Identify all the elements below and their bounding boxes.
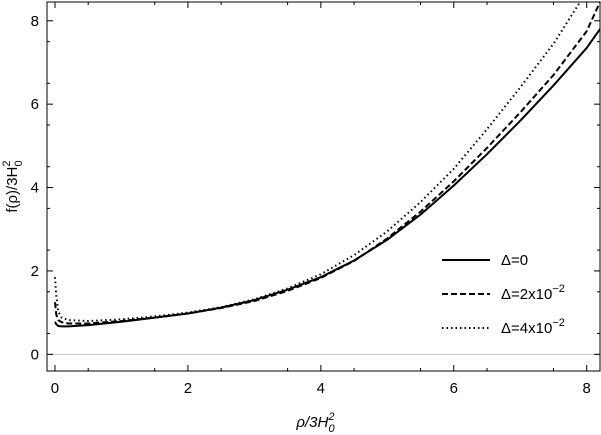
y-tick-label: 2 bbox=[31, 263, 39, 280]
y-axis-title-sup: 2 bbox=[1, 160, 13, 166]
series-line-2 bbox=[54, 1, 601, 325]
y-tick-label: 6 bbox=[31, 96, 39, 113]
x-axis-title-main: ρ/3H bbox=[295, 414, 328, 431]
tick-labels-layer: 0 2 4 6 8 0 2 4 6 8 bbox=[31, 13, 591, 397]
y-axis-title-sub: 0 bbox=[13, 160, 25, 166]
x-axis-title-sup: 2 bbox=[327, 411, 334, 423]
x-tick-label: 2 bbox=[184, 380, 192, 397]
legend-label-2: Δ=2x10−2 bbox=[501, 283, 565, 303]
legend: Δ=0 Δ=2x10−2 Δ=4x10−2 bbox=[442, 252, 565, 337]
series-line-1 bbox=[54, 28, 601, 328]
x-tick-label: 4 bbox=[317, 380, 325, 397]
y-tick-label: 8 bbox=[31, 13, 39, 30]
x-axis-title: ρ/3H2 0 bbox=[295, 411, 335, 435]
x-tick-label: 6 bbox=[450, 380, 458, 397]
y-axis-title: f(ρ)/3H20 bbox=[1, 160, 25, 212]
plot-frame bbox=[46, 1, 601, 372]
ticks-layer bbox=[47, 2, 600, 371]
series-layer bbox=[54, 1, 601, 328]
y-tick-label: 0 bbox=[31, 346, 39, 363]
y-axis-title-main: f(ρ)/3H bbox=[4, 167, 21, 213]
legend-label-3: Δ=4x10−2 bbox=[501, 317, 565, 337]
legend-label-1: Δ=0 bbox=[501, 252, 528, 269]
y-tick-label: 4 bbox=[31, 180, 39, 197]
x-axis-title-sub: 0 bbox=[328, 423, 335, 435]
series-line-3 bbox=[54, 1, 581, 322]
x-tick-label: 8 bbox=[583, 380, 591, 397]
x-tick-label: 0 bbox=[51, 380, 59, 397]
